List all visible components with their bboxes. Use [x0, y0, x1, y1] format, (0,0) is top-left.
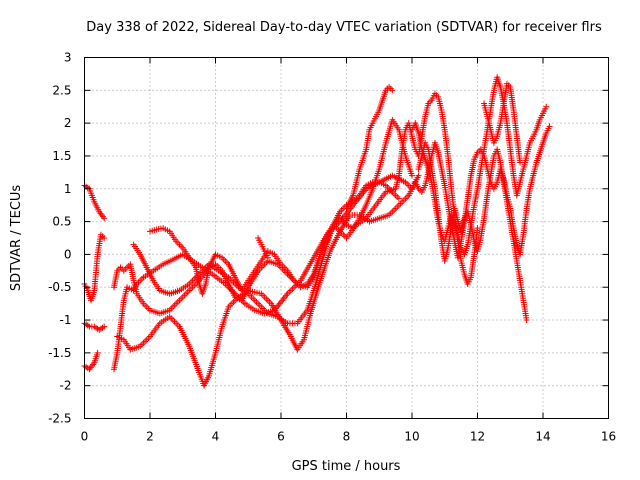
data-points — [81, 74, 553, 389]
x-tick-label: 0 — [81, 430, 89, 444]
x-tick-label: 4 — [212, 430, 220, 444]
data-point — [517, 159, 524, 166]
x-tick-label: 16 — [601, 430, 616, 444]
series-8 — [147, 116, 415, 297]
data-point — [523, 317, 530, 324]
axis-ticks — [84, 57, 609, 419]
data-point — [543, 103, 550, 110]
x-tick-labels: 0 2 4 6 8 10 12 14 16 — [81, 430, 616, 444]
data-point — [474, 225, 481, 232]
data-point — [415, 172, 422, 179]
data-point — [101, 323, 108, 330]
y-tick-label: 1 — [64, 182, 72, 196]
data-point — [409, 172, 415, 179]
series-1 — [81, 231, 108, 304]
chart-title: Day 338 of 2022, Sidereal Day-to-day VTE… — [86, 20, 602, 35]
data-point — [101, 235, 108, 241]
series-9 — [255, 235, 271, 261]
x-tick-label: 6 — [277, 430, 285, 444]
series-3 — [81, 349, 101, 373]
x-tick-label: 10 — [404, 430, 419, 444]
y-tick-labels: -2.5 -2 -1.5 -1 -0.5 0 0.5 1 1.5 2 2.5 3 — [48, 51, 71, 426]
series-5 — [114, 172, 422, 389]
y-tick-label: -0.5 — [48, 280, 71, 294]
data-point — [101, 215, 108, 222]
data-point — [94, 349, 101, 356]
series-10 — [343, 84, 396, 212]
y-tick-label: 1.5 — [52, 149, 71, 163]
x-tick-label: 12 — [470, 430, 485, 444]
x-tick-label: 2 — [146, 430, 154, 444]
data-point — [395, 195, 402, 202]
y-tick-label: -1 — [60, 313, 72, 327]
series-4 — [110, 172, 415, 373]
data-point — [546, 123, 553, 130]
y-tick-label: -2 — [60, 379, 72, 393]
x-axis-label: GPS time / hours — [292, 459, 401, 474]
series-15 — [481, 80, 524, 166]
data-point — [264, 254, 271, 261]
y-tick-label: -1.5 — [48, 346, 71, 360]
y-tick-label: 2.5 — [52, 83, 71, 97]
y-axis-label: SDTVAR / TECUs — [9, 185, 24, 292]
x-tick-label: 8 — [343, 430, 351, 444]
y-tick-label: -2.5 — [48, 412, 71, 426]
y-tick-label: 0.5 — [52, 215, 71, 229]
series-14 — [412, 123, 553, 261]
series-2 — [81, 320, 108, 333]
y-tick-label: 2 — [64, 116, 72, 130]
data-point — [389, 87, 396, 94]
y-tick-label: 3 — [64, 51, 72, 65]
x-tick-label: 14 — [535, 430, 550, 444]
y-tick-label: 0 — [64, 247, 72, 261]
